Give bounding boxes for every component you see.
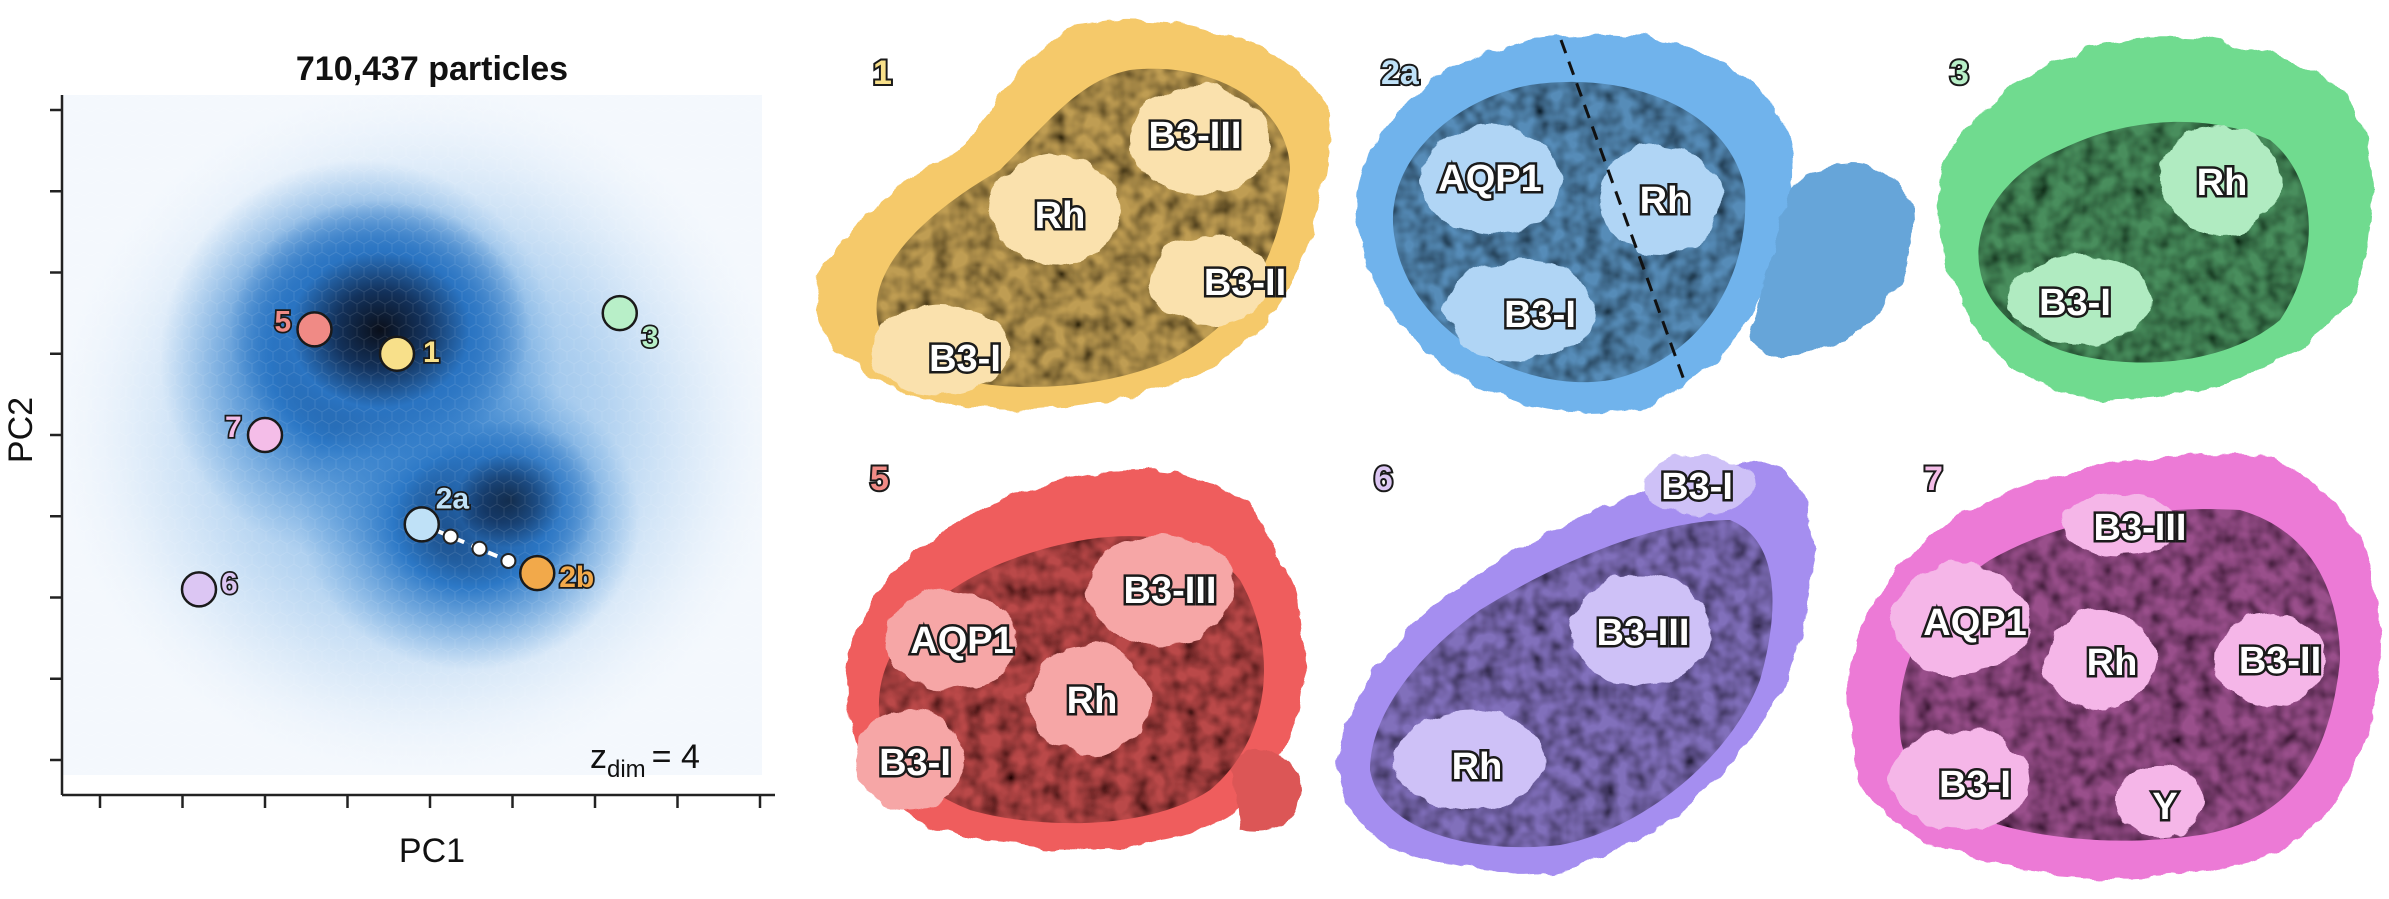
point-7 xyxy=(246,416,284,454)
map-lobe xyxy=(1230,750,1300,833)
plot-title: 710,437 particles xyxy=(296,50,568,88)
protein-density-region xyxy=(1085,535,1235,645)
protein-density-region xyxy=(1645,455,1755,515)
region-label: Rh xyxy=(2087,642,2138,684)
point-2b xyxy=(519,554,556,592)
region-label: B3-II xyxy=(2239,640,2321,682)
trajectory-dot xyxy=(500,552,517,569)
density-map-panel-2a: 2a AQP1 Rh B3-I xyxy=(1357,34,1913,414)
region-label: Rh xyxy=(2197,162,2248,204)
protein-density-region xyxy=(855,710,965,810)
region-label: AQP1 xyxy=(1438,158,1541,200)
protein-density-region xyxy=(1030,645,1150,755)
region-label: Rh xyxy=(1035,195,1086,237)
region-label: Rh xyxy=(1452,746,1503,788)
x-axis-title: PC1 xyxy=(399,832,465,870)
protein-density-region xyxy=(1600,145,1720,255)
region-label: B3-I xyxy=(2039,282,2111,324)
pca-scatter-plot: 710,437 particles PC1 PC2 zdim = 4 1 2a 2b 3… xyxy=(2,50,775,870)
panel-number: 5 xyxy=(870,460,889,498)
point-label-1: 1 xyxy=(423,336,440,369)
protein-density-region xyxy=(990,155,1120,265)
region-label: B3-I xyxy=(1939,764,2011,806)
region-label: B3-I xyxy=(929,338,1001,380)
panel-number: 7 xyxy=(1924,460,1943,498)
protein-density-region xyxy=(1150,235,1270,325)
region-label: Rh xyxy=(1640,180,1691,222)
density-map-panel-1: 1 B3-III Rh B3-II B3-I xyxy=(814,20,1330,411)
protein-density-region xyxy=(2160,125,2280,235)
zdim-symbol: z xyxy=(590,738,607,776)
region-label: B3-II xyxy=(1204,262,1286,304)
region-label: B3-III xyxy=(1597,612,1690,654)
protein-density-region xyxy=(1570,575,1710,685)
x-axis-ticks xyxy=(98,795,762,808)
region-label: AQP1 xyxy=(910,620,1013,662)
point-1 xyxy=(378,335,416,372)
panel-number: 1 xyxy=(873,54,892,92)
protein-density-region xyxy=(1890,565,2030,675)
protein-density-region xyxy=(885,590,1015,690)
region-label: B3-I xyxy=(1661,466,1733,508)
protein-density-region xyxy=(1890,730,2030,830)
point-label-6: 6 xyxy=(221,567,238,600)
point-label-3: 3 xyxy=(642,321,659,354)
y-axis-ticks xyxy=(50,108,62,762)
trajectory-2a-2b xyxy=(420,522,539,575)
protein-density-region xyxy=(870,305,1010,395)
trajectory-dot xyxy=(471,540,488,557)
protein-density-region xyxy=(2010,255,2150,345)
panel-number: 2a xyxy=(1381,54,1420,92)
point-2a xyxy=(403,506,440,543)
point-label-7: 7 xyxy=(225,411,242,444)
protein-density-region xyxy=(2045,610,2155,710)
point-5 xyxy=(296,311,333,348)
region-label: Rh xyxy=(1067,680,1118,722)
point-label-5: 5 xyxy=(275,305,292,338)
density-map-panel-5: 5 B3-III AQP1 Rh B3-I xyxy=(845,458,1304,850)
region-label: Y xyxy=(2152,786,2177,828)
region-label: B3-III xyxy=(1124,570,1217,612)
region-label: B3-I xyxy=(1504,294,1576,336)
region-label: AQP1 xyxy=(1923,602,2026,644)
zdim-value: = 4 xyxy=(652,738,700,776)
protein-density-region xyxy=(2060,495,2180,555)
point-6 xyxy=(180,571,218,608)
hexbin-density xyxy=(62,95,762,775)
y-axis-title: PC2 xyxy=(2,397,40,463)
protein-density-region xyxy=(1130,85,1270,195)
region-label: B3-I xyxy=(879,742,951,784)
panel-number: 6 xyxy=(1374,460,1393,498)
region-label: B3-III xyxy=(1149,115,1242,157)
protein-density-region xyxy=(1395,710,1545,810)
density-map-panel-6: 6 B3-III Rh B3-I xyxy=(1338,455,1812,872)
density-map-panel-7: 7 B3-III AQP1 Rh B3-II B3-I Y xyxy=(1848,454,2380,878)
sampled-points: 1 2a 2b 3 5 6 7 xyxy=(180,294,660,608)
protein-density-region xyxy=(2215,615,2325,705)
zdim-annotation: zdim = 4 xyxy=(590,738,700,783)
point-3 xyxy=(601,294,638,332)
protein-density-region xyxy=(1445,260,1595,360)
slice-plane-line xyxy=(1559,39,1686,381)
density-map-panel-3: 3 Rh B3-I xyxy=(1936,38,2373,401)
protein-density-region xyxy=(1420,125,1560,235)
region-label: B3-III xyxy=(2094,507,2187,549)
panel-number: 3 xyxy=(1950,54,1969,92)
zdim-subscript: dim xyxy=(607,756,646,783)
point-label-2a: 2a xyxy=(436,482,470,515)
point-label-2b: 2b xyxy=(559,561,594,594)
trajectory-dot xyxy=(442,528,459,545)
protein-density-region xyxy=(2115,765,2205,835)
map-lobe xyxy=(1750,165,1913,359)
